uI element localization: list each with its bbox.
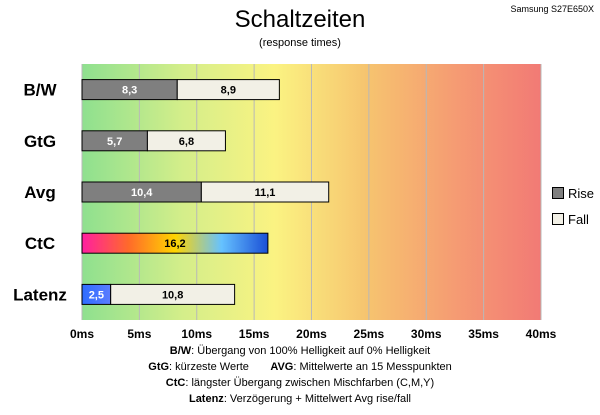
note-text: : Verzögerung + Mittelwert Avg rise/fall [223, 393, 412, 405]
legend-label-rise: Rise [568, 185, 595, 201]
category-label: Avg [24, 183, 56, 202]
category-label: Latenz [13, 285, 67, 304]
category-label: CtC [25, 234, 55, 253]
legend-item-fall: Fall [552, 206, 594, 232]
bar-fall [110, 283, 236, 305]
legend-swatch-fall [552, 213, 564, 225]
chart-title: Schaltzeiten [234, 6, 366, 33]
legend-item-rise: Rise [552, 180, 594, 206]
x-tick-label: 0ms [70, 327, 94, 341]
data-label-fall: 16,2 [164, 238, 185, 250]
legend-notes: B/W: Übergang von 100% Helligkeit auf 0%… [0, 343, 600, 407]
x-tick-label: 10ms [181, 327, 212, 341]
note-line: GtG: kürzeste Werte AVG: Mittelwerte an … [0, 359, 600, 375]
x-tick-label: 20ms [296, 327, 327, 341]
note-label: CtC [165, 377, 186, 389]
bar-fall [81, 232, 269, 254]
data-label-fall: 11,1 [255, 187, 276, 199]
data-label-rise: 8,3 [122, 85, 137, 97]
bar-fall [146, 130, 226, 152]
x-tick-label: 15ms [239, 327, 270, 341]
bar-fall [200, 181, 330, 203]
data-label-rise: 10,4 [131, 187, 153, 199]
x-tick-label: 25ms [354, 327, 385, 341]
x-tick-label: 5ms [127, 327, 151, 341]
x-tick-label: 35ms [468, 327, 499, 341]
note-text: : längster Übergang zwischen Mischfarben… [185, 377, 435, 389]
legend: Rise Fall [552, 180, 594, 232]
note-line: CtC: längster Übergang zwischen Mischfar… [0, 375, 600, 391]
x-tick-label: 30ms [411, 327, 442, 341]
category-label: B/W [23, 81, 57, 100]
note-label: GtG [148, 361, 170, 373]
category-label: GtG [24, 132, 56, 151]
note-label: Latenz [188, 393, 224, 405]
legend-label-fall: Fall [568, 211, 589, 227]
note-label: AVG [270, 361, 294, 373]
data-label-fall: 6,8 [179, 136, 194, 148]
data-label-rise: 5,7 [107, 136, 122, 148]
device-label: Samsung S27E650X [510, 4, 594, 14]
note-text: : Mittelwerte an 15 Messpunkten [293, 361, 452, 373]
data-label-fall: 10,8 [162, 289, 183, 301]
legend-swatch-rise [552, 187, 564, 199]
data-label-fall: 8,9 [221, 85, 236, 97]
note-line: B/W: Übergang von 100% Helligkeit auf 0%… [0, 343, 600, 359]
note-line: Latenz: Verzögerung + Mittelwert Avg ris… [0, 391, 600, 407]
x-tick-label: 40ms [526, 327, 557, 341]
data-label-rise: 2,5 [89, 289, 104, 301]
chart-subtitle: (response times) [259, 37, 341, 49]
bar-fall [176, 79, 280, 101]
note-text: : kürzeste Werte [169, 361, 249, 373]
note-text: : Übergang von 100% Helligkeit auf 0% He… [191, 345, 431, 357]
note-label: B/W [169, 345, 192, 357]
